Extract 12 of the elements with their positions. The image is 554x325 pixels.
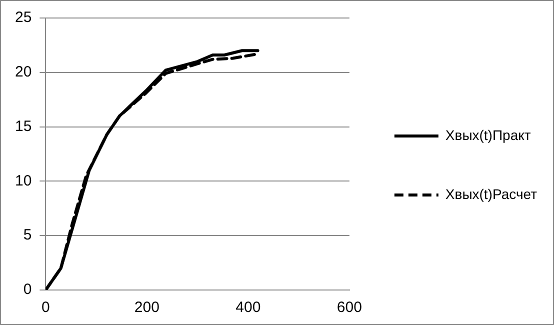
y-tick-label: 20 (14, 64, 32, 81)
y-tick-label: 25 (14, 9, 32, 26)
x-tick-label: 0 (42, 299, 50, 316)
y-tick-label: 10 (14, 172, 32, 190)
x-tick-label: 200 (134, 299, 160, 316)
y-tick-label: 0 (23, 281, 32, 298)
legend-label: Xвых(t)Практ (445, 126, 532, 143)
legend-label: Xвых(t)Расчет (445, 186, 538, 202)
y-tick-label: 5 (23, 226, 32, 244)
x-tick-label: 600 (336, 299, 362, 316)
x-tick-label: 400 (236, 299, 261, 316)
y-tick-label: 15 (14, 118, 32, 135)
